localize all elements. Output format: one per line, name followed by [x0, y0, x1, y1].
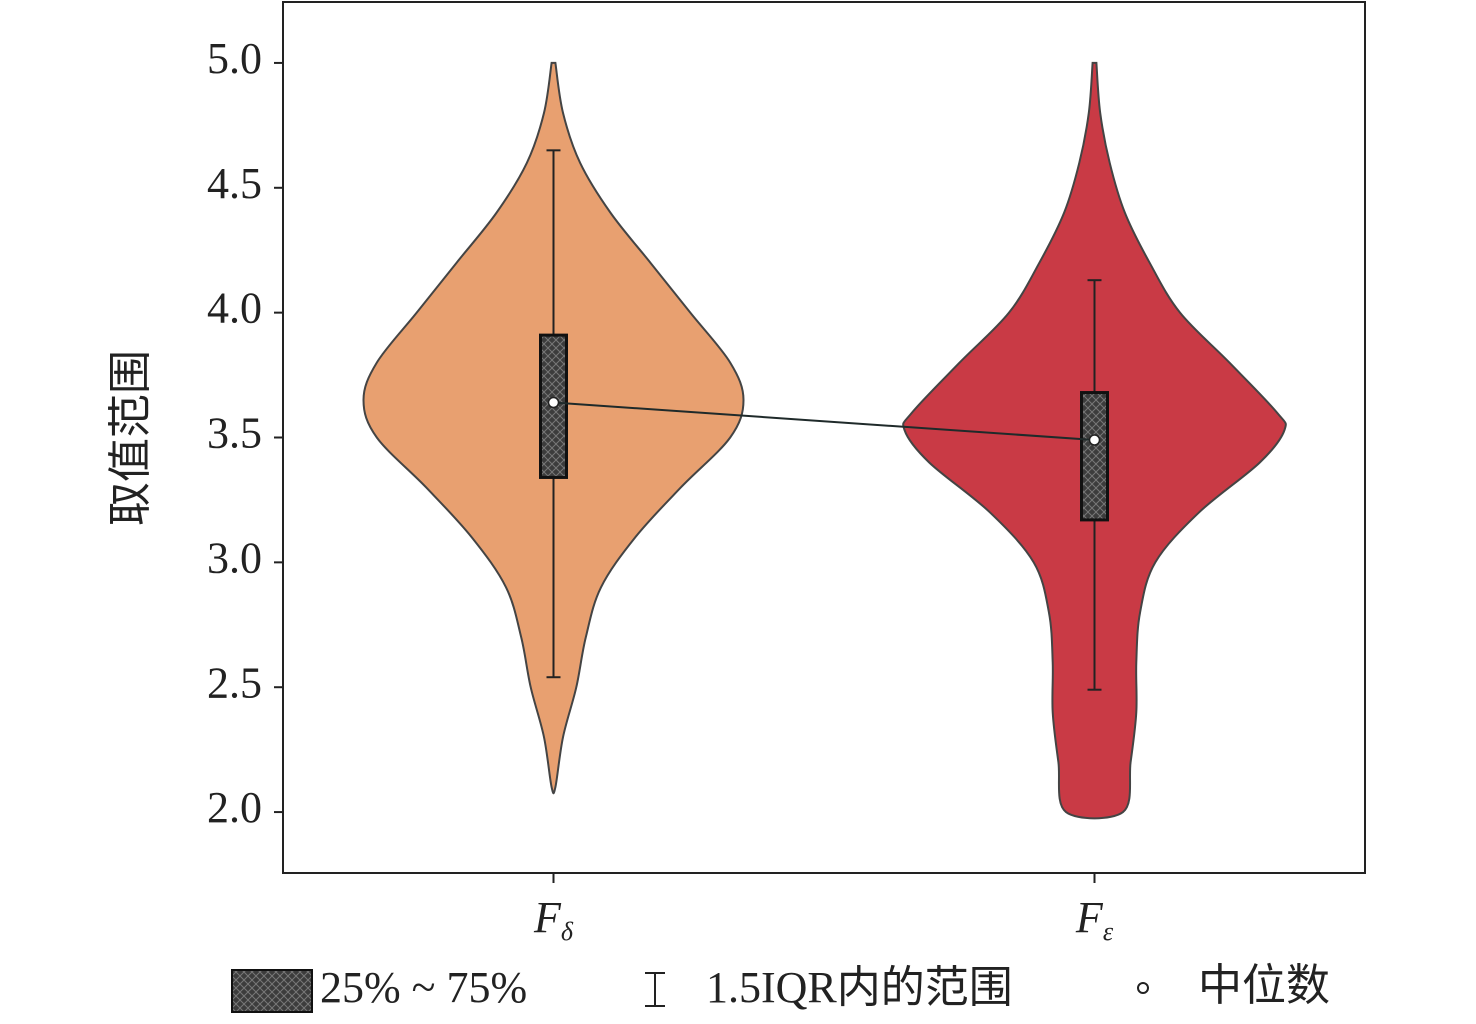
median-point [1088, 434, 1101, 446]
legend-label: 1.5IQR内的范围 [706, 963, 1013, 1012]
x-tick-label-main: F [1075, 893, 1104, 942]
legend-label: 25% ~ 75% [320, 963, 527, 1012]
iqr-box [1080, 391, 1109, 522]
y-tick-label: 4.0 [207, 284, 262, 333]
x-tick-label-sub: ε [1103, 917, 1114, 946]
y-tick-label: 2.0 [207, 783, 262, 832]
y-tick-label: 4.5 [207, 159, 262, 208]
y-tick-label: 2.5 [207, 658, 262, 707]
legend-label: 中位数 [1198, 961, 1330, 1010]
y-tick-label: 3.0 [207, 533, 262, 582]
legend-swatch [231, 969, 313, 1013]
y-tick-label: 3.5 [207, 409, 262, 458]
x-tick-label: Fε [1075, 893, 1114, 946]
y-axis-label: 取值范围 [106, 350, 155, 526]
y-tick-label: 5.0 [207, 34, 262, 83]
x-tick-label-main: F [533, 893, 562, 942]
median-point [547, 396, 560, 409]
legend-median-icon [1137, 982, 1149, 994]
x-tick-label: Fδ [533, 893, 574, 946]
plot-frame [282, 1, 1366, 874]
legend-whisker-icon [645, 972, 665, 1007]
median-line [553, 401, 1095, 441]
x-tick-label-sub: δ [561, 917, 574, 946]
